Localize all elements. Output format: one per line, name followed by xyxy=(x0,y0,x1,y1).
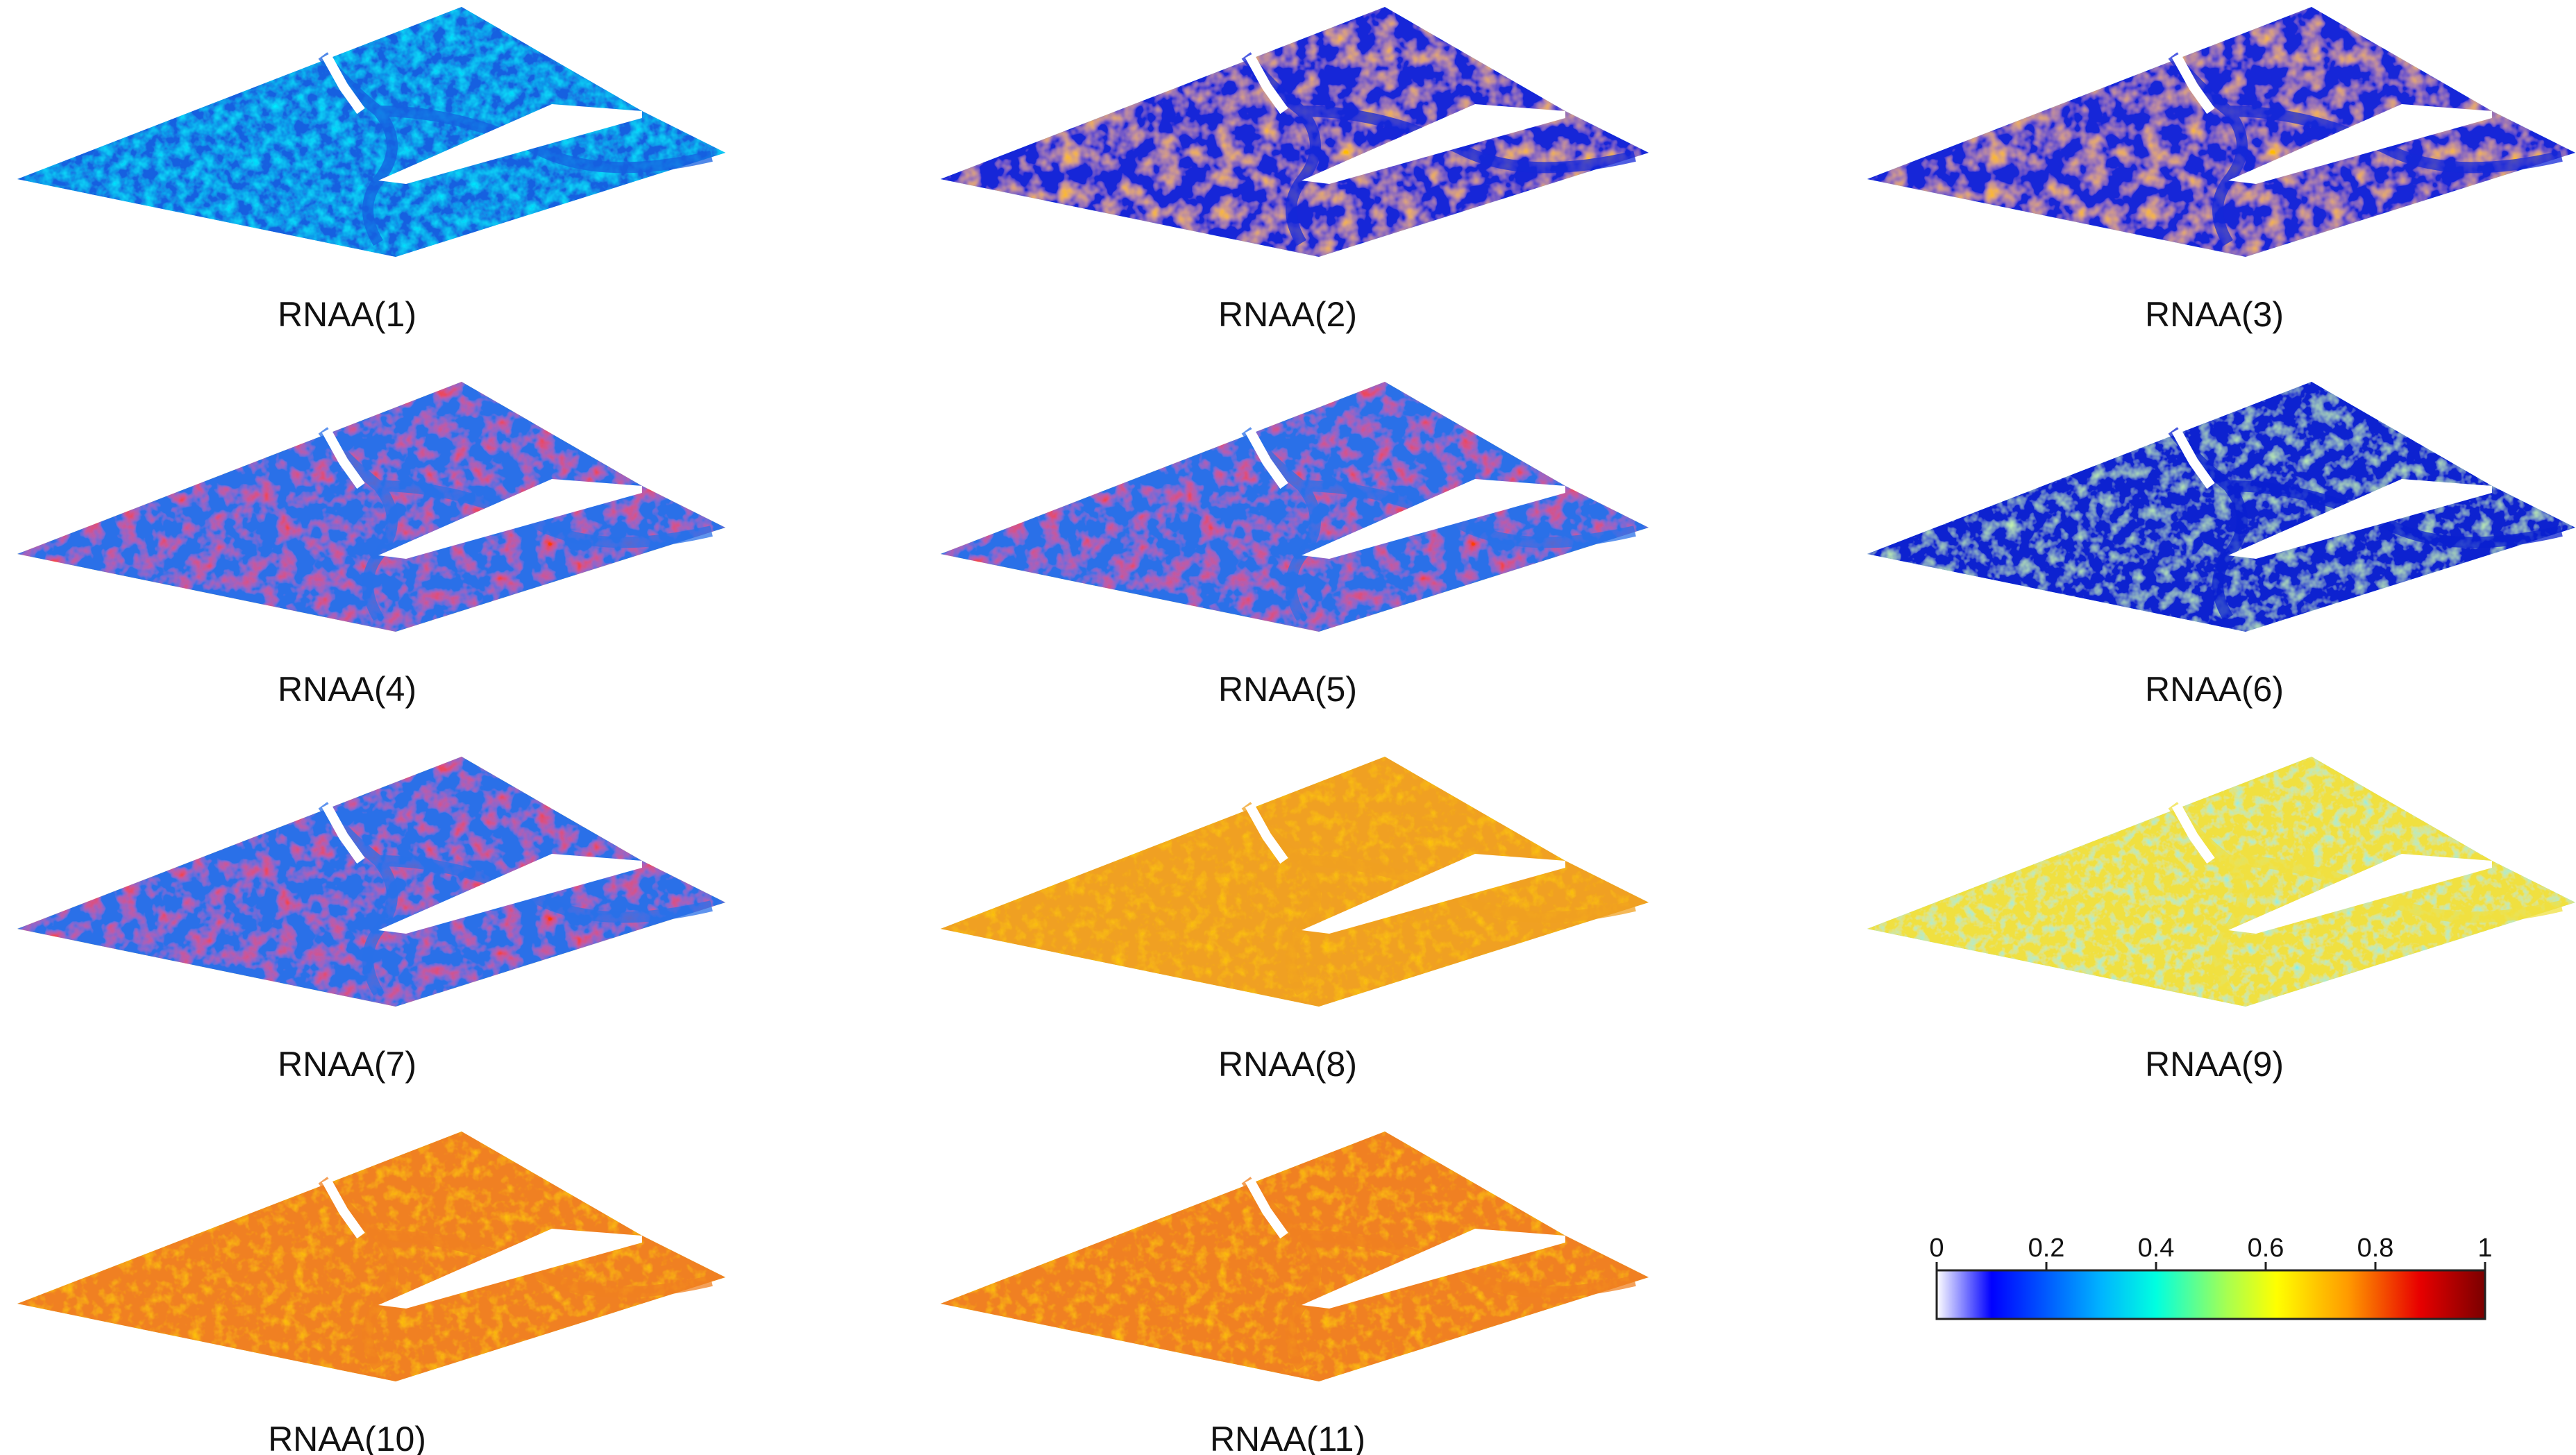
map-panel xyxy=(941,382,1649,632)
lake-gap xyxy=(1302,1229,1565,1309)
map-panel xyxy=(1867,382,2575,632)
panel-label: RNAA(10) xyxy=(268,1420,426,1455)
map-panel xyxy=(17,1132,725,1381)
map-panel xyxy=(941,1132,1649,1381)
map-panel xyxy=(1867,7,2575,257)
map-texture xyxy=(941,1132,1649,1381)
colorbar-tick-label: 0.6 xyxy=(2248,1234,2284,1263)
colorbar-tick-label: 0 xyxy=(1929,1234,1944,1263)
colorbar-gradient xyxy=(1935,1269,2486,1320)
map-panel xyxy=(941,7,1649,257)
map-panel xyxy=(17,757,725,1007)
panel-label: RNAA(6) xyxy=(2145,670,2284,709)
map-panel xyxy=(941,757,1649,1007)
stream-gap xyxy=(1245,428,1288,489)
stream-gap xyxy=(321,1177,365,1239)
map-texture xyxy=(941,757,1649,1007)
lake-gap xyxy=(1302,479,1565,559)
lake-gap xyxy=(2228,104,2492,184)
panel-label: RNAA(5) xyxy=(1218,670,1357,709)
stream-gap xyxy=(1245,53,1288,115)
colorbar-ticks: 0 0.2 0.4 0.6 0.8 1 xyxy=(1929,1234,2493,1270)
map-panel xyxy=(17,382,725,632)
lake-gap xyxy=(1302,104,1565,184)
panel-label: RNAA(9) xyxy=(2145,1045,2284,1084)
stream-gap xyxy=(2171,428,2215,489)
map-texture xyxy=(17,1132,725,1381)
lake-gap xyxy=(2228,479,2492,559)
stream-gap xyxy=(1245,802,1288,864)
colorbar-tick-label: 0.2 xyxy=(2028,1234,2065,1263)
lake-gap xyxy=(378,104,642,184)
colorbar-tick-label: 1 xyxy=(2477,1234,2492,1263)
map-panels: RNAA(1) RNAA(2) RNAA(3) RNAA(4) RNAA(5) RNAA(… xyxy=(17,7,2575,1455)
lake-gap xyxy=(1302,854,1565,934)
map-texture xyxy=(1867,757,2575,1007)
stream-gap xyxy=(321,802,365,864)
panel-label: RNAA(4) xyxy=(278,670,416,709)
map-texture xyxy=(1867,7,2575,257)
panel-label: RNAA(11) xyxy=(1210,1420,1365,1455)
lake-gap xyxy=(378,479,642,559)
colorbar: 0 0.2 0.4 0.6 0.8 1 xyxy=(1929,1234,2493,1320)
map-panel xyxy=(17,7,725,257)
stream-gap xyxy=(2171,802,2215,864)
stream-gap xyxy=(1245,1177,1288,1239)
map-texture xyxy=(17,7,725,257)
stream-gap xyxy=(321,428,365,489)
colorbar-tick-label: 0.4 xyxy=(2138,1234,2175,1263)
colorbar-tick-label: 0.8 xyxy=(2357,1234,2394,1263)
lake-gap xyxy=(2228,854,2492,934)
map-texture xyxy=(941,382,1649,632)
panel-label: RNAA(3) xyxy=(2145,295,2284,334)
map-texture xyxy=(17,382,725,632)
panel-label: RNAA(2) xyxy=(1218,295,1357,334)
lake-gap xyxy=(378,1229,642,1309)
map-texture xyxy=(1867,382,2575,632)
map-panel xyxy=(1867,757,2575,1007)
stream-gap xyxy=(321,53,365,115)
panel-label: RNAA(7) xyxy=(278,1045,416,1084)
lake-gap xyxy=(378,854,642,934)
map-texture xyxy=(941,7,1649,257)
panel-label: RNAA(8) xyxy=(1218,1045,1357,1084)
map-texture xyxy=(17,757,725,1007)
stream-gap xyxy=(2171,53,2215,115)
panel-label: RNAA(1) xyxy=(278,295,416,334)
